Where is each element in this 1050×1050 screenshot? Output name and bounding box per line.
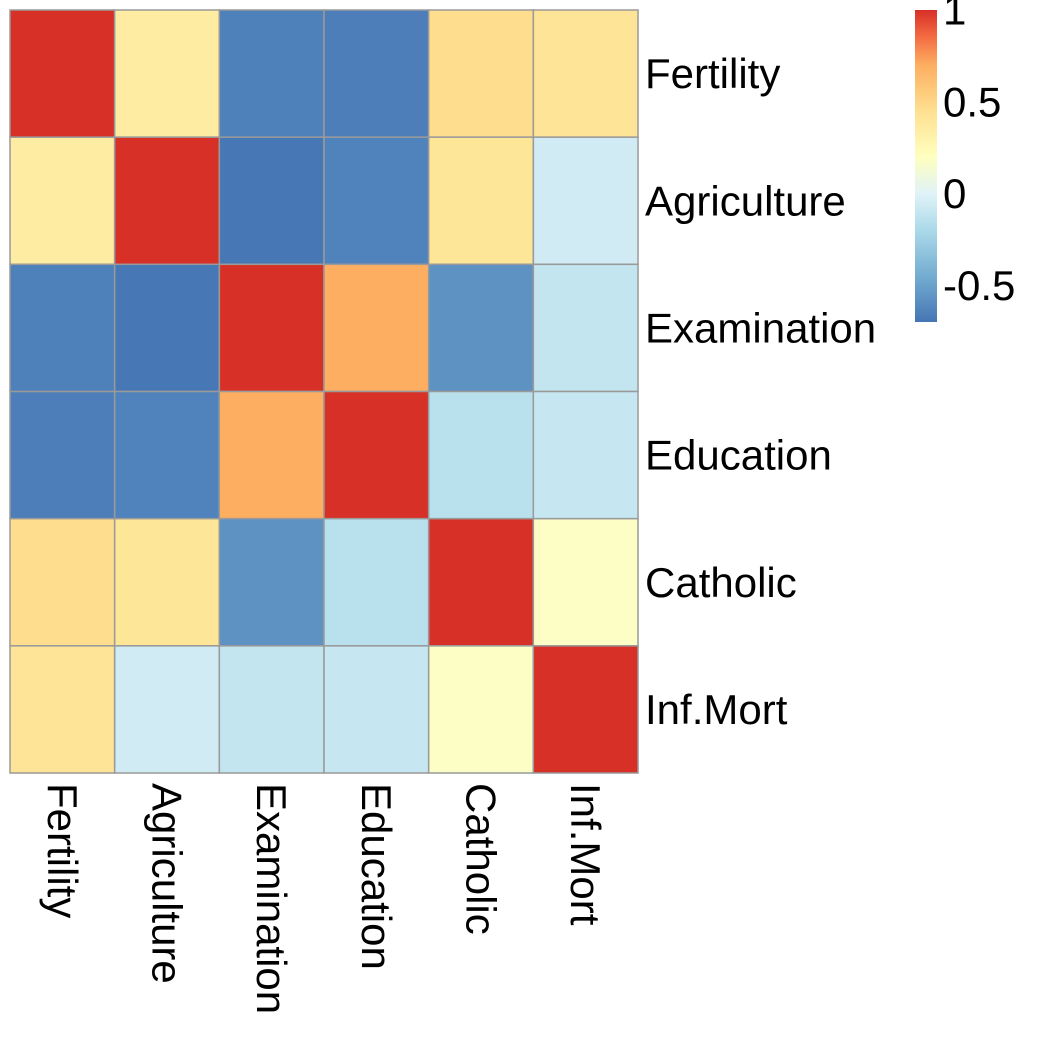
heatmap-cell-education-examination	[218, 390, 325, 520]
heatmap-cell-catholic-catholic	[427, 517, 535, 647]
column-labels: Fertility Agriculture Examination Education…	[39, 783, 609, 1014]
heatmap-cell-examination-fertility	[9, 263, 116, 393]
heatmap-cell-catholic-education	[323, 517, 430, 647]
heatmap-cell-examination-examination	[218, 263, 325, 393]
heatmap-cell-inf-mort-education	[323, 645, 430, 774]
row-labels: Fertility Agriculture Examination Education…	[645, 50, 876, 733]
heatmap-cell-fertility-catholic	[427, 9, 535, 138]
heatmap-cell-education-inf-mort	[532, 390, 639, 520]
row-label: Agriculture	[645, 177, 846, 224]
heatmap-cell-inf-mort-inf-mort	[532, 645, 639, 774]
heatmap-cell-inf-mort-fertility	[9, 645, 116, 774]
heatmap-cell-education-agriculture	[113, 390, 221, 520]
heatmap-cell-fertility-inf-mort	[532, 9, 639, 138]
legend-tick-label: 0.5	[943, 78, 1001, 125]
heatmap-cell-fertility-examination	[218, 9, 325, 138]
legend-tick-label: 1	[943, 0, 966, 34]
heatmap-cell-examination-agriculture	[113, 263, 221, 393]
heatmap-cell-agriculture-agriculture	[113, 136, 221, 266]
row-label: Education	[645, 432, 832, 479]
heatmap-cell-catholic-inf-mort	[532, 517, 639, 647]
legend-tick-label: -0.5	[943, 262, 1015, 309]
column-label: Agriculture	[144, 783, 191, 984]
row-label: Fertility	[645, 50, 780, 97]
heatmap-cell-fertility-education	[323, 9, 430, 138]
column-label: Examination	[248, 783, 295, 1014]
heatmap-cell-examination-inf-mort	[532, 263, 639, 393]
column-label: Inf.Mort	[562, 783, 609, 926]
heatmap-cell-agriculture-fertility	[9, 136, 116, 266]
legend-ticks: 1 0.5 0 -0.5	[943, 0, 1015, 309]
heatmap-cell-catholic-fertility	[9, 517, 116, 647]
heatmap-cell-education-education	[323, 390, 430, 520]
heatmap-cell-examination-catholic	[427, 263, 535, 393]
row-label: Catholic	[645, 559, 797, 606]
column-label: Catholic	[458, 783, 505, 935]
legend-tick-label: 0	[943, 170, 966, 217]
heatmap-cell-agriculture-education	[323, 136, 430, 266]
column-label: Education	[353, 783, 400, 970]
color-legend: 1 0.5 0 -0.5	[915, 0, 1015, 322]
heatmap-cell-inf-mort-catholic	[427, 645, 535, 774]
heatmap-cells	[9, 9, 639, 774]
heatmap-cell-agriculture-catholic	[427, 136, 535, 266]
heatmap-cell-agriculture-examination	[218, 136, 325, 266]
heatmap-cell-catholic-agriculture	[113, 517, 221, 647]
heatmap-cell-examination-education	[323, 263, 430, 393]
column-label: Fertility	[39, 783, 86, 918]
heatmap-cell-education-fertility	[9, 390, 116, 520]
heatmap-cell-education-catholic	[427, 390, 535, 520]
heatmap-cell-fertility-agriculture	[113, 9, 221, 138]
heatmap-cell-catholic-examination	[218, 517, 325, 647]
row-label: Inf.Mort	[645, 686, 788, 733]
heatmap-cell-fertility-fertility	[9, 9, 116, 138]
heatmap-cell-inf-mort-examination	[218, 645, 325, 774]
legend-color-bar	[915, 10, 937, 322]
heatmap-cell-agriculture-inf-mort	[532, 136, 639, 266]
row-label: Examination	[645, 304, 876, 351]
heatmap-cell-inf-mort-agriculture	[113, 645, 221, 774]
